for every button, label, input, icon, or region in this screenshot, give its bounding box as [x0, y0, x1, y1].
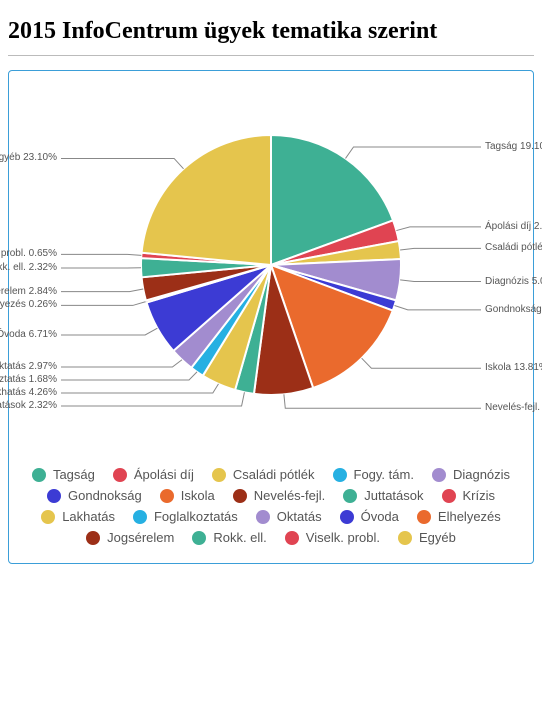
legend-label: Nevelés-fejl.	[254, 488, 326, 503]
slice-label: Oktatás 2.97%	[0, 362, 57, 372]
chart-card: Tagság 19.10%Ápolási díj 2.58%Családi pó…	[8, 70, 534, 564]
legend-item[interactable]: Tagság	[32, 467, 95, 482]
legend-label: Krízis	[463, 488, 496, 503]
legend-swatch	[340, 510, 354, 524]
legend-label: Gondnokság	[68, 488, 142, 503]
page-title: 2015 InfoCentrum ügyek tematika szerint	[8, 18, 534, 56]
legend-label: Fogy. tám.	[354, 467, 414, 482]
legend-swatch	[285, 531, 299, 545]
legend-item[interactable]: Rokk. ell.	[192, 530, 266, 545]
leader-line	[61, 289, 143, 292]
legend-item[interactable]: Egyéb	[398, 530, 456, 545]
leader-line	[400, 280, 481, 282]
slice-label: Tagság 19.10%	[485, 142, 542, 152]
legend-label: Elhelyezés	[438, 509, 501, 524]
legend-swatch	[86, 531, 100, 545]
legend: Tagság Ápolási díj Családi pótlék Fogy. tám…	[21, 467, 521, 545]
slice-label: Óvoda 6.71%	[0, 330, 57, 340]
slice-label: Viselk. probl. 0.65%	[0, 249, 57, 259]
slice-label: Ápolási díj 2.58%	[485, 222, 542, 232]
legend-swatch	[398, 531, 412, 545]
legend-label: Ápolási díj	[134, 467, 194, 482]
legend-swatch	[233, 489, 247, 503]
legend-item[interactable]: Fogy. tám.	[333, 467, 414, 482]
leader-line	[61, 372, 197, 380]
legend-item[interactable]: Nevelés-fejl.	[233, 488, 326, 503]
slice-label: Juttatások 2.32%	[0, 401, 57, 411]
legend-item[interactable]: Diagnózis	[432, 467, 510, 482]
leader-line	[345, 147, 481, 158]
legend-label: Viselk. probl.	[306, 530, 380, 545]
legend-label: Tagság	[53, 467, 95, 482]
slice-label: Gondnokság 1.29%	[485, 305, 542, 315]
legend-item[interactable]: Ápolási díj	[113, 467, 194, 482]
legend-swatch	[442, 489, 456, 503]
pie-chart: Tagság 19.10%Ápolási díj 2.58%Családi pó…	[21, 85, 521, 445]
pie-slice	[142, 135, 271, 265]
legend-label: Iskola	[181, 488, 215, 503]
leader-line	[284, 394, 481, 408]
legend-item[interactable]: Lakhatás	[41, 509, 115, 524]
legend-swatch	[41, 510, 55, 524]
slice-label: Elhelyezés 0.26%	[0, 300, 57, 310]
leader-line	[61, 254, 141, 255]
legend-swatch	[160, 489, 174, 503]
legend-label: Egyéb	[419, 530, 456, 545]
legend-swatch	[432, 468, 446, 482]
leader-line	[61, 392, 244, 406]
leader-line	[362, 358, 481, 368]
legend-item[interactable]: Jogsérelem	[86, 530, 174, 545]
legend-label: Jogsérelem	[107, 530, 174, 545]
legend-swatch	[47, 489, 61, 503]
slice-label: Iskola 13.81%	[485, 363, 542, 373]
slice-label: Rokk. ell. 2.32%	[0, 263, 57, 273]
legend-item[interactable]: Viselk. probl.	[285, 530, 380, 545]
legend-swatch	[113, 468, 127, 482]
legend-label: Diagnózis	[453, 467, 510, 482]
legend-label: Óvoda	[361, 509, 399, 524]
legend-swatch	[192, 531, 206, 545]
legend-item[interactable]: Óvoda	[340, 509, 399, 524]
legend-item[interactable]: Juttatások	[343, 488, 423, 503]
slice-label: Egyéb 23.10%	[0, 153, 57, 163]
leader-line	[61, 302, 146, 306]
legend-label: Foglalkoztatás	[154, 509, 238, 524]
leader-line	[395, 306, 481, 310]
legend-swatch	[343, 489, 357, 503]
legend-swatch	[256, 510, 270, 524]
leader-line	[61, 328, 157, 335]
leader-line	[61, 384, 218, 393]
legend-label: Lakhatás	[62, 509, 115, 524]
legend-item[interactable]: Krízis	[442, 488, 496, 503]
legend-label: Családi pótlék	[233, 467, 315, 482]
legend-label: Juttatások	[364, 488, 423, 503]
leader-line	[61, 158, 184, 168]
slice-label: Foglalkoztatás 1.68%	[0, 375, 57, 385]
legend-swatch	[212, 468, 226, 482]
legend-item[interactable]: Elhelyezés	[417, 509, 501, 524]
leader-line	[400, 248, 481, 250]
legend-swatch	[32, 468, 46, 482]
legend-swatch	[333, 468, 347, 482]
legend-label: Rokk. ell.	[213, 530, 266, 545]
slice-label: Diagnózis 5.03%	[485, 277, 542, 287]
slice-label: Családi pótlék 2.19%	[485, 243, 542, 253]
legend-item[interactable]: Gondnokság	[47, 488, 142, 503]
legend-item[interactable]: Iskola	[160, 488, 215, 503]
legend-swatch	[417, 510, 431, 524]
legend-item[interactable]: Foglalkoztatás	[133, 509, 238, 524]
legend-item[interactable]: Családi pótlék	[212, 467, 315, 482]
slice-label: Lakhatás 4.26%	[0, 388, 57, 398]
slice-label: Jogsérelem 2.84%	[0, 287, 57, 297]
slice-label: Nevelés-fejl. 7.23%	[485, 403, 542, 413]
legend-label: Oktatás	[277, 509, 322, 524]
legend-swatch	[133, 510, 147, 524]
leader-line	[61, 360, 182, 367]
pie-svg	[21, 85, 521, 445]
leader-line	[396, 227, 481, 231]
legend-item[interactable]: Oktatás	[256, 509, 322, 524]
